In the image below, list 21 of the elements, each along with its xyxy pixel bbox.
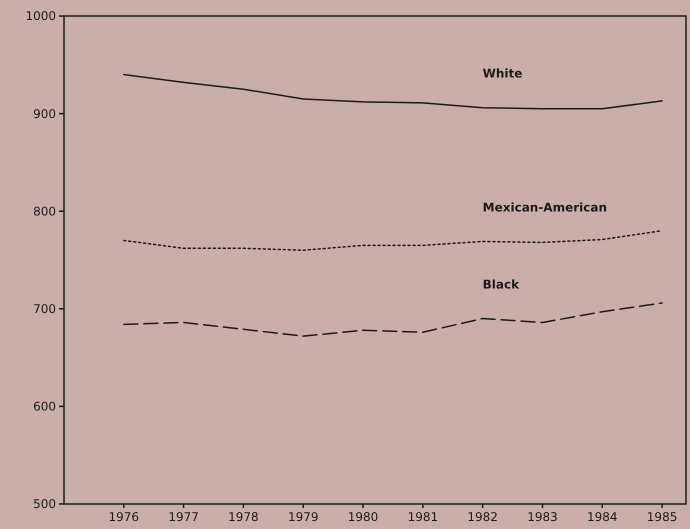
x-tick-label: 1981 xyxy=(408,510,438,524)
x-tick-label: 1978 xyxy=(228,510,259,524)
line-series xyxy=(123,230,663,251)
text: Mexican-American xyxy=(482,200,608,214)
y-tick-label: 800 xyxy=(33,204,56,218)
x-tick-label: 1985 xyxy=(646,510,678,524)
y-tick-label: 600 xyxy=(33,400,56,414)
x-tick-label: 1984 xyxy=(586,510,618,524)
x-tick-label: 1976 xyxy=(108,510,140,524)
x-tick-label: 1977 xyxy=(168,510,199,524)
y-tick-label: 700 xyxy=(33,302,56,316)
text: White xyxy=(482,66,522,81)
x-tick-label: 1979 xyxy=(288,510,319,524)
line-series xyxy=(123,302,663,337)
y-tick-label: 1000 xyxy=(25,9,56,24)
text: Black xyxy=(482,278,520,292)
x-tick-label: 1983 xyxy=(527,510,558,524)
y-tick-label: 900 xyxy=(33,106,56,121)
x-tick-label: 1980 xyxy=(348,510,378,524)
x-tick-label: 1982 xyxy=(467,510,498,524)
y-tick-label: 500 xyxy=(33,497,56,512)
